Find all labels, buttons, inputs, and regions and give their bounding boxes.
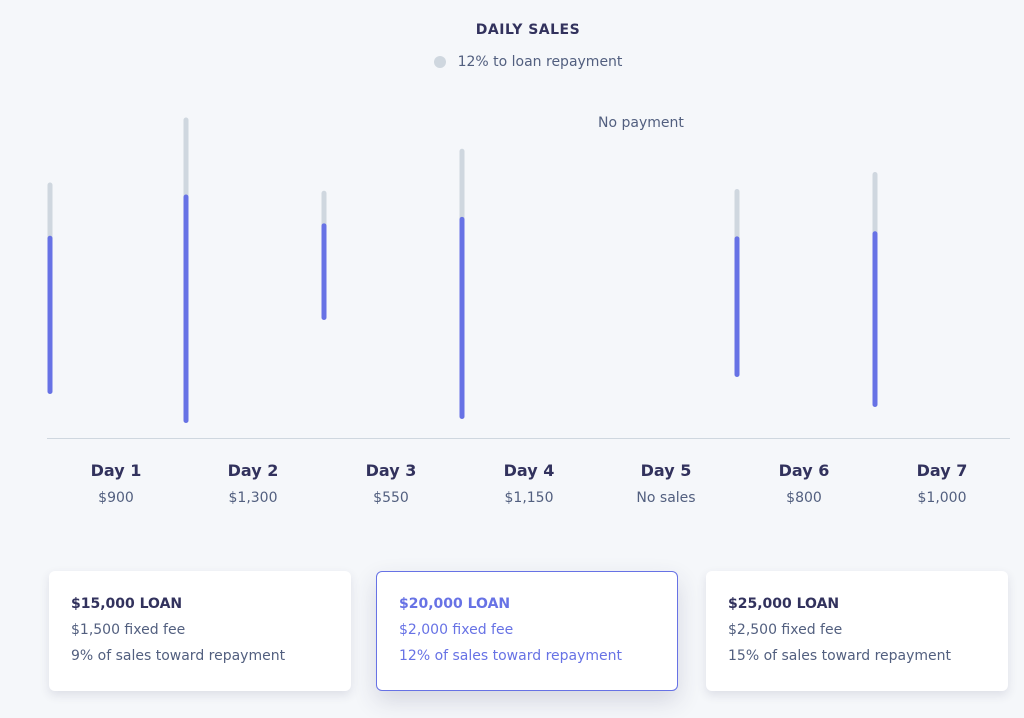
loan-amount: $20,000 LOAN xyxy=(399,596,511,612)
sales-bar-day-6 xyxy=(734,189,740,377)
day-sales-value: $900 xyxy=(98,490,134,506)
chart-legend: 12% to loan repayment xyxy=(0,54,1024,70)
day-sales-value: $1,300 xyxy=(228,490,278,506)
loan-repayment-share: 12% of sales toward repayment xyxy=(399,648,622,664)
sales-segment xyxy=(872,231,878,407)
legend-swatch xyxy=(433,56,446,68)
sales-bar-day-2 xyxy=(183,117,189,423)
day-sales-value: $1,150 xyxy=(504,490,554,506)
day-label: Day 6 xyxy=(778,461,830,480)
loan-fee: $2,000 fixed fee xyxy=(399,622,514,638)
day-column-6: Day 6 $800 xyxy=(744,460,864,506)
day-column-1: Day 1 $900 xyxy=(56,460,176,506)
sales-bar-day-1 xyxy=(47,182,53,394)
sales-bar-day-4 xyxy=(459,148,465,419)
day-label: Day 7 xyxy=(916,461,968,480)
day-label: Day 5 xyxy=(640,461,692,480)
day-column-7: Day 7 $1,000 xyxy=(882,460,1002,506)
day-column-4: Day 4 $1,150 xyxy=(469,460,589,506)
loan-option-25000[interactable]: $25,000 LOAN $2,500 fixed fee 15% of sal… xyxy=(706,571,1008,691)
day-sales-value: $800 xyxy=(786,490,822,506)
legend-label: 12% to loan repayment xyxy=(457,54,623,70)
loan-repayment-share: 15% of sales toward repayment xyxy=(728,648,951,664)
loan-option-20000[interactable]: $20,000 LOAN $2,000 fixed fee 12% of sal… xyxy=(376,571,678,691)
day-sales-value: $1,000 xyxy=(917,490,967,506)
day-sales-value: $550 xyxy=(373,490,409,506)
sales-segment xyxy=(321,223,327,320)
chart-title: DAILY SALES xyxy=(475,22,581,38)
sales-segment xyxy=(459,216,465,419)
day-sales-value: No sales xyxy=(636,490,696,506)
no-payment-annotation: No payment xyxy=(598,115,684,131)
loan-amount: $15,000 LOAN xyxy=(71,596,183,612)
day-label: Day 4 xyxy=(503,461,555,480)
day-column-5: Day 5 No sales xyxy=(606,460,726,506)
day-label: Day 1 xyxy=(90,461,142,480)
loan-repayment-share: 9% of sales toward repayment xyxy=(71,648,286,664)
loan-fee: $1,500 fixed fee xyxy=(71,622,186,638)
sales-segment xyxy=(183,194,189,423)
day-label: Day 3 xyxy=(365,461,417,480)
sales-segment xyxy=(734,236,740,377)
chart-baseline xyxy=(47,438,1010,439)
sales-segment xyxy=(47,235,53,394)
sales-bar-day-3 xyxy=(321,190,327,320)
sales-bar-day-7 xyxy=(872,172,878,407)
day-column-2: Day 2 $1,300 xyxy=(193,460,313,506)
loan-option-15000[interactable]: $15,000 LOAN $1,500 fixed fee 9% of sale… xyxy=(49,571,351,691)
day-label: Day 2 xyxy=(227,461,279,480)
day-column-3: Day 3 $550 xyxy=(331,460,451,506)
loan-fee: $2,500 fixed fee xyxy=(728,622,843,638)
loan-amount: $25,000 LOAN xyxy=(728,596,840,612)
